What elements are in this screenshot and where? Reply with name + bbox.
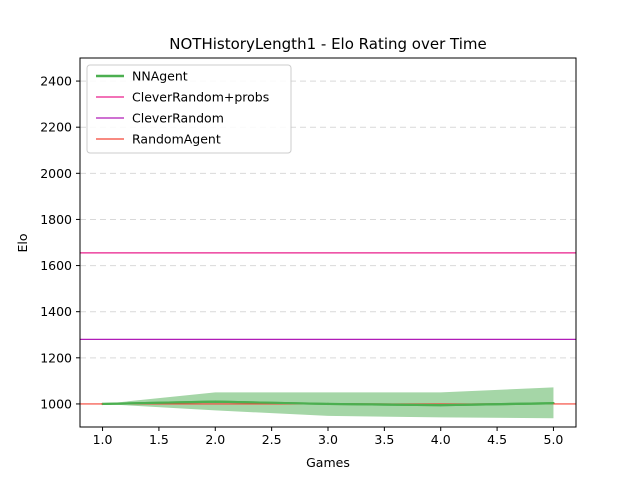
nnagent-line-top xyxy=(102,400,554,407)
legend-box xyxy=(86,64,292,154)
x-tick-label: 1.0 xyxy=(93,432,113,447)
x-tick-label: 3.5 xyxy=(374,432,394,447)
x-tick-label: 4.5 xyxy=(487,432,507,447)
legend: NNAgent CleverRandom+probs CleverRandom Ran… xyxy=(86,64,292,154)
y-axis-label: Elo xyxy=(15,233,30,252)
legend-entry-label: NNAgent xyxy=(132,69,188,84)
x-tick-label: 2.0 xyxy=(205,432,225,447)
y-tick-label: 1200 xyxy=(40,350,72,365)
x-tick-label: 4.0 xyxy=(431,432,451,447)
y-tick-label: 1000 xyxy=(40,396,72,411)
x-axis: 1.0 1.5 2.0 2.5 3.0 3.5 4.0 4.5 5.0 xyxy=(93,427,564,447)
y-tick-label: 2000 xyxy=(40,166,72,181)
x-tick-label: 1.5 xyxy=(149,432,169,447)
y-tick-label: 1600 xyxy=(40,258,72,273)
y-tick-label: 2200 xyxy=(40,120,72,135)
x-tick-label: 2.5 xyxy=(262,432,282,447)
y-axis: 1000 1200 1400 1600 1800 2000 2200 2400 xyxy=(40,74,80,411)
legend-entry-label: RandomAgent xyxy=(132,132,221,147)
x-axis-label: Games xyxy=(306,455,350,470)
series-layer xyxy=(80,252,576,407)
y-tick-label: 2400 xyxy=(40,74,72,89)
y-tick-label: 1400 xyxy=(40,304,72,319)
y-tick-label: 1800 xyxy=(40,212,72,227)
legend-entry-label: CleverRandom xyxy=(132,111,224,126)
chart-title: NOTHistoryLength1 - Elo Rating over Time xyxy=(169,35,486,53)
legend-entry-label: CleverRandom+probs xyxy=(132,90,269,105)
x-tick-label: 3.0 xyxy=(318,432,338,447)
x-tick-label: 5.0 xyxy=(544,432,564,447)
